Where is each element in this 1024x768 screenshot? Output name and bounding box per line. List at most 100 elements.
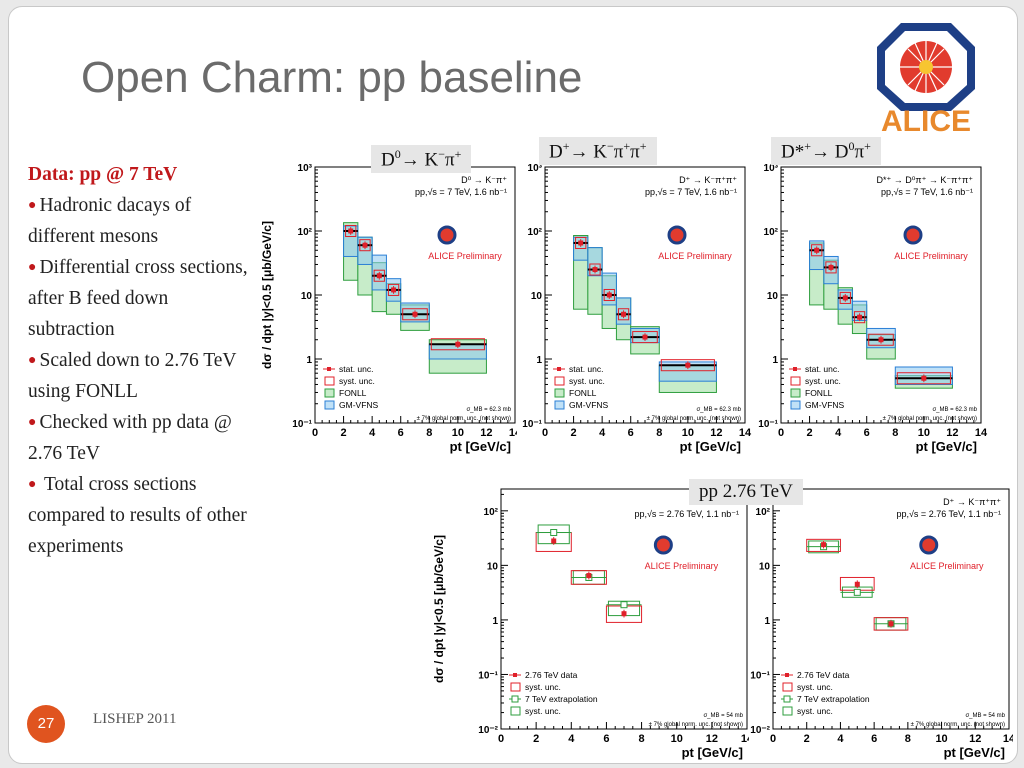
- y-tick-label: 10: [759, 561, 771, 572]
- extrap-point: [853, 588, 861, 596]
- y-tick-label: 10³: [764, 163, 779, 174]
- norm-note: ± 7% global norm. unc. (not shown): [883, 416, 977, 422]
- legend-swatch: [510, 706, 521, 716]
- legend-label: FONLL: [805, 388, 833, 398]
- x-tick-label: 8: [892, 427, 898, 439]
- plot-dstar-7tev: 0 2 4 6 8 10 12 14 10⁻¹ 1 10 10² 10³ pt [GeV/c] D*⁺ → …: [753, 153, 993, 475]
- y-tick-label: 10⁻¹: [758, 419, 778, 430]
- norm-note: ± 7% global norm. unc. (not shown): [647, 416, 741, 422]
- legend-label: syst. unc.: [525, 706, 561, 716]
- footer-text: LISHEP 2011: [93, 711, 177, 727]
- mini-alice-logo-icon: [667, 225, 687, 245]
- x-tick-label: 6: [871, 733, 877, 745]
- legend-swatch: [324, 388, 335, 398]
- data-point: [888, 621, 894, 627]
- y-tick-label: 10⁻¹: [478, 670, 498, 681]
- mini-alice-logo-icon: [653, 535, 673, 555]
- data-point: [878, 337, 884, 343]
- legend-marker: [511, 695, 519, 703]
- legend-label: FONLL: [569, 388, 597, 398]
- x-tick-label: 2: [533, 733, 539, 745]
- x-tick-label: 12: [946, 427, 958, 439]
- data-point: [685, 362, 691, 368]
- x-tick-label: 12: [710, 427, 722, 439]
- x-tick-label: 10: [452, 427, 464, 439]
- data-point: [348, 228, 354, 234]
- norm-note: σ_MB = 54 mb: [703, 713, 743, 719]
- y-tick-label: 10²: [528, 227, 543, 238]
- y-tick-label: 10⁻²: [750, 725, 770, 736]
- x-tick-label: 4: [835, 427, 842, 439]
- data-point: [921, 375, 927, 381]
- x-tick-label: 0: [542, 427, 548, 439]
- bullet-item-3: ● Scaled down to 2.76 TeV using FONLL: [28, 350, 237, 402]
- x-tick-label: 12: [480, 427, 492, 439]
- norm-note: σ_MB = 62.3 mb: [932, 407, 977, 413]
- x-tick-label: 6: [628, 427, 634, 439]
- data-point: [586, 573, 592, 579]
- y-tick-label: 1: [536, 355, 542, 366]
- syst-box: [896, 372, 951, 385]
- extrap-point: [620, 601, 628, 609]
- data-syst-box: [570, 570, 607, 585]
- x-tick-label: 0: [312, 427, 318, 439]
- legend-swatch: [554, 400, 565, 410]
- plot-dplus-276tev: 0 2 4 6 8 10 12 14 10⁻² 10⁻¹ 1 10 10² pt [GeV/c] D⁺ → …: [749, 477, 1013, 761]
- y-tick-label: 10²: [484, 507, 499, 518]
- legend-label: GM-VFNS: [339, 400, 379, 410]
- syst-box: [430, 338, 485, 351]
- preliminary-label: ALICE Preliminary: [894, 251, 968, 261]
- y-tick-label: 1: [306, 355, 312, 366]
- plot-d0-276tev: 0 2 4 6 8 10 12 14 10⁻² 10⁻¹ 1 10 10² pt [GeV/c] dσ / …: [429, 477, 753, 761]
- y-tick-label: 10: [487, 561, 499, 572]
- syst-box: [839, 291, 851, 304]
- norm-note: ± 7% global norm. unc. (not shown): [911, 722, 1005, 728]
- legend-label: syst. unc.: [569, 376, 605, 386]
- legend-swatch: [324, 400, 335, 410]
- y-tick-label: 10²: [764, 227, 779, 238]
- x-tick-label: 12: [969, 733, 981, 745]
- legend-swatch: [324, 376, 335, 386]
- in-plot-text: D⁺ → K⁻π⁺π⁺: [943, 497, 1001, 507]
- data-point: [578, 240, 584, 246]
- in-plot-text: pp,√s = 2.76 TeV, 1.1 nb⁻¹: [634, 509, 739, 519]
- plot-dplus-7tev: 0 2 4 6 8 10 12 14 10⁻¹ 1 10 10² 10³ pt [GeV/c] D⁺ → K…: [517, 153, 757, 475]
- x-axis-label: pt [GeV/c]: [680, 439, 741, 454]
- in-plot-text: D*⁺ → D⁰π⁺ → K⁻π⁺π⁺: [877, 175, 974, 185]
- legend-marker: [783, 695, 791, 703]
- x-tick-label: 2: [804, 733, 810, 745]
- y-tick-label: 10: [301, 291, 313, 302]
- x-tick-label: 6: [398, 427, 404, 439]
- slide-title: Open Charm: pp baseline: [81, 53, 583, 102]
- plot-frame: [500, 488, 748, 730]
- y-tick-label: 10⁻¹: [292, 419, 312, 430]
- x-tick-label: 8: [656, 427, 662, 439]
- bullets-header: Data: pp @ 7 TeV: [28, 164, 178, 185]
- x-axis-label: pt [GeV/c]: [450, 439, 511, 454]
- data-point: [621, 611, 627, 617]
- syst-box: [853, 311, 866, 324]
- mini-alice-logo-icon: [919, 535, 939, 555]
- legend-label: GM-VFNS: [569, 400, 609, 410]
- x-tick-label: 8: [639, 733, 645, 745]
- y-tick-label: 1: [772, 355, 778, 366]
- legend-swatch: [782, 706, 793, 716]
- legend-label: 7 TeV extrapolation: [797, 694, 870, 704]
- legend-label: stat. unc.: [339, 364, 374, 374]
- y-axis-label: dσ / dpt |y|<0.5 [μb/GeV/c]: [432, 535, 446, 683]
- x-tick-label: 4: [369, 427, 376, 439]
- y-tick-label: 10²: [756, 507, 771, 518]
- legend-marker: [793, 367, 797, 371]
- y-tick-label: 10³: [528, 163, 543, 174]
- legend-label: 2.76 TeV data: [525, 670, 578, 680]
- data-point: [551, 538, 557, 544]
- x-tick-label: 10: [935, 733, 947, 745]
- plot-d0-7tev: 0 2 4 6 8 10 12 14 10⁻¹ 1 10 10² 10³ pt [GeV/c] dσ / d…: [257, 153, 523, 475]
- data-point: [828, 264, 834, 270]
- preliminary-label: ALICE Preliminary: [658, 251, 732, 261]
- x-tick-label: 4: [568, 733, 575, 745]
- x-tick-label: 10: [682, 427, 694, 439]
- data-syst-box: [806, 538, 841, 552]
- y-tick-label: 1: [764, 616, 770, 627]
- syst-box: [632, 331, 658, 344]
